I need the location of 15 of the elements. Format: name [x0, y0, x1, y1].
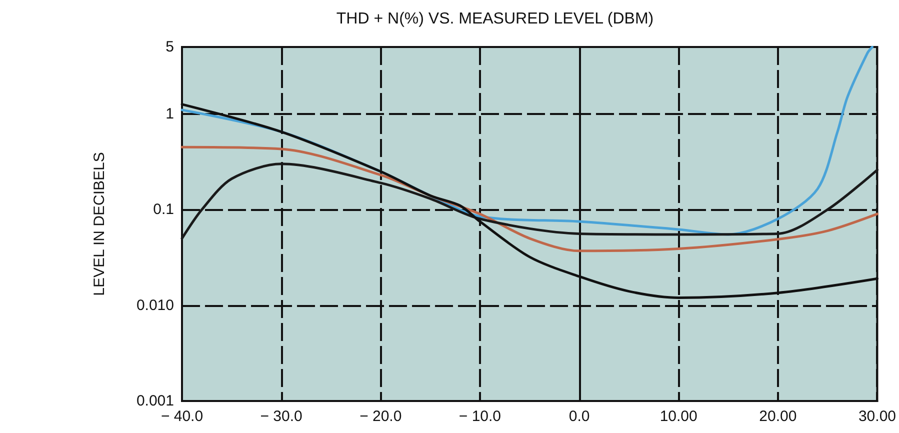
- x-tick-label: − 40.0: [160, 408, 204, 425]
- y-axis-title: LEVEL IN DECIBELS: [91, 152, 108, 296]
- y-tick-label: 1: [166, 105, 174, 122]
- y-tick-label: 5: [166, 38, 174, 56]
- y-tick-label: 0.010: [136, 296, 174, 314]
- y-tick-label: 0.001: [136, 392, 174, 410]
- x-tick-label: 30.00: [858, 408, 896, 425]
- x-tick-label: − 10.0: [458, 408, 502, 425]
- x-tick-label: − 30.0: [260, 408, 302, 425]
- y-tick-label: 0.1: [153, 201, 174, 218]
- x-tick-label: 0.0: [568, 408, 590, 425]
- chart-title: THD + N(%) VS. MEASURED LEVEL (DBM): [336, 10, 654, 28]
- x-tick-label: 20.00: [759, 408, 797, 425]
- x-tick-label: − 20.0: [360, 408, 402, 425]
- x-tick-label: 10.00: [660, 408, 698, 425]
